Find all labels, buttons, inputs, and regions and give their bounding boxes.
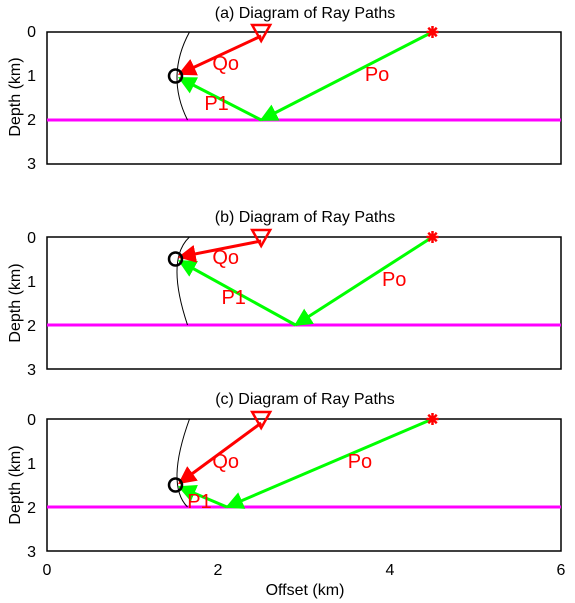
- panel-b: (b) Diagram of Ray Paths 0 1 2 3 Depth (…: [7, 209, 562, 379]
- panel-a-y-ticks: 0 1 2 3: [27, 24, 36, 173]
- panel-a-source-marker: [426, 26, 439, 38]
- panel-b-ray-qo: [177, 239, 262, 263]
- panel-b-scatter-point-marker: [167, 251, 184, 267]
- panel-b-label-po: Po: [382, 269, 406, 291]
- panel-c-scatter-point-marker: [167, 477, 184, 493]
- panel-c-wavefront-arc: [176, 418, 190, 508]
- panel-c-label-qo: Qo: [212, 451, 239, 473]
- panel-a-scatter-point-marker: [167, 68, 184, 84]
- panel-c: (c) Diagram of Ray Paths 0 1 2 3 Depth (…: [7, 391, 562, 561]
- panel-b-y-ticks: 0 1 2 3: [27, 230, 36, 379]
- panel-c-ray-p1: [177, 485, 228, 509]
- panel-c-title: (c) Diagram of Ray Paths: [215, 391, 395, 408]
- panel-c-y-ticks: 0 1 2 3: [27, 412, 36, 561]
- panel-b-wavefront-arc: [176, 236, 190, 326]
- x-ticks: 0 2 4 6: [43, 562, 566, 579]
- panel-a-ray-qo: [177, 34, 262, 76]
- panel-b-ytick-3: 3: [27, 362, 36, 379]
- panel-a-receiver-marker: [250, 23, 273, 44]
- panel-a-ytick-1: 1: [27, 68, 36, 85]
- panel-b-title: (b) Diagram of Ray Paths: [215, 209, 396, 226]
- x-axis-label: Offset (km): [266, 582, 345, 599]
- panel-b-ray-p1: [177, 259, 297, 327]
- panel-b-label-p1: P1: [221, 287, 245, 309]
- panel-c-ray-po: [225, 417, 434, 509]
- panel-a-ray-po: [259, 30, 434, 122]
- panel-a-wavefront-arc: [176, 31, 190, 121]
- panel-b-receiver-marker: [250, 228, 273, 249]
- panel-a-ytick-3: 3: [27, 156, 36, 173]
- xtick-2: 2: [214, 562, 223, 579]
- panel-a-frame: [46, 31, 562, 165]
- panel-b-source-marker: [426, 231, 439, 243]
- panel-a-ylabel: Depth (km): [7, 57, 24, 136]
- panel-c-source-star-stroke: [427, 413, 438, 425]
- panel-c-frame: [46, 418, 562, 552]
- panel-a-plot: Po P1 Qo: [46, 23, 562, 165]
- panel-c-ytick-1: 1: [27, 456, 36, 473]
- panel-c-ytick-3: 3: [27, 544, 36, 561]
- panel-b-ylabel: Depth (km): [7, 263, 24, 342]
- panel-a-title: (a) Diagram of Ray Paths: [215, 5, 396, 22]
- xtick-6: 6: [557, 562, 566, 579]
- panel-c-ray-qo: [178, 421, 263, 485]
- panel-b-ytick-2: 2: [27, 318, 36, 335]
- panel-a-label-qo: Qo: [212, 53, 239, 75]
- xtick-0: 0: [43, 562, 52, 579]
- panel-c-label-p1: P1: [187, 491, 211, 513]
- panel-b-plot: Po P1 Qo: [46, 228, 562, 370]
- panel-a-label-po: Po: [365, 64, 389, 86]
- panel-a-ytick-2: 2: [27, 112, 36, 129]
- panel-a-label-p1: P1: [204, 93, 228, 115]
- panel-a-source-star-stroke: [427, 26, 438, 38]
- panel-b-source-star-stroke: [427, 231, 438, 243]
- panel-c-source-marker: [426, 413, 439, 425]
- panel-a-ytick-0: 0: [27, 24, 36, 41]
- panel-b-frame: [46, 236, 562, 370]
- panel-c-receiver-marker: [250, 410, 273, 431]
- panel-b-ytick-0: 0: [27, 230, 36, 247]
- panel-a-ray-p1: [177, 76, 262, 122]
- panel-b-ray-po: [293, 235, 434, 327]
- panel-c-ytick-0: 0: [27, 412, 36, 429]
- xtick-4: 4: [386, 562, 395, 579]
- panel-b-ytick-1: 1: [27, 274, 36, 291]
- panel-a: (a) Diagram of Ray Paths 0 1 2 3 Depth (…: [7, 5, 562, 173]
- panel-c-ylabel: Depth (km): [7, 445, 24, 524]
- panel-c-ytick-2: 2: [27, 500, 36, 517]
- panel-b-label-qo: Qo: [212, 247, 239, 269]
- panel-c-label-po: Po: [348, 451, 372, 473]
